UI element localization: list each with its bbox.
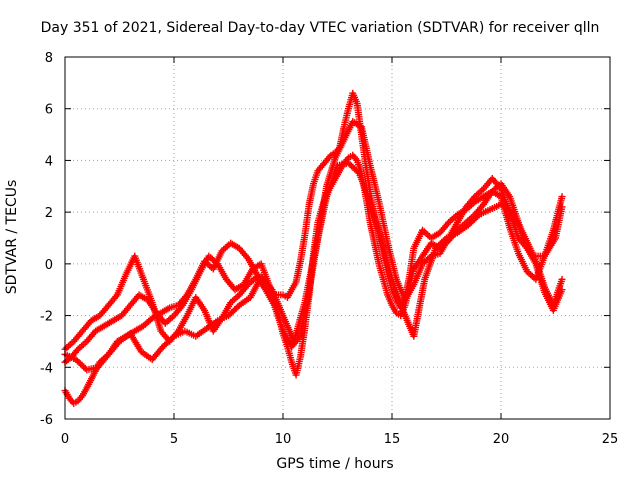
data-point bbox=[81, 364, 89, 372]
data-point bbox=[558, 275, 566, 283]
y-tick-label: 8 bbox=[45, 51, 53, 66]
data-point bbox=[267, 284, 275, 292]
y-tick-label: -2 bbox=[40, 310, 53, 325]
y-tick-label: 2 bbox=[45, 206, 53, 221]
y-tick-label: -6 bbox=[40, 413, 53, 428]
y-tick-label: -4 bbox=[40, 361, 53, 376]
x-tick-label: 25 bbox=[602, 432, 619, 447]
data-point bbox=[168, 334, 176, 342]
plot-frame bbox=[64, 56, 611, 420]
axis-ticks: 0 5 10 15 20 25 -6 -4 -2 0 2 4 6 8 bbox=[40, 51, 618, 447]
data-point bbox=[354, 168, 362, 176]
data-point bbox=[558, 203, 566, 211]
data-point bbox=[558, 286, 566, 294]
x-tick-label: 5 bbox=[170, 432, 178, 447]
x-tick-label: 10 bbox=[275, 432, 292, 447]
data-point bbox=[474, 212, 482, 220]
x-tick-label: 20 bbox=[493, 432, 510, 447]
y-tick-label: 0 bbox=[45, 258, 53, 273]
data-point bbox=[441, 235, 449, 243]
y-tick-label: 6 bbox=[45, 103, 53, 118]
series-track-4 bbox=[61, 159, 566, 374]
chart-title: Day 351 of 2021, Sidereal Day-to-day VTE… bbox=[40, 20, 600, 36]
x-axis-label: GPS time / hours bbox=[276, 456, 394, 472]
data-point bbox=[558, 193, 566, 201]
y-tick-label: 4 bbox=[45, 154, 53, 169]
data-point bbox=[73, 347, 81, 355]
x-tick-label: 15 bbox=[384, 432, 401, 447]
data-series bbox=[61, 89, 566, 407]
y-axis-label: SDTVAR / TECUs bbox=[4, 179, 20, 295]
x-tick-label: 0 bbox=[61, 432, 69, 447]
